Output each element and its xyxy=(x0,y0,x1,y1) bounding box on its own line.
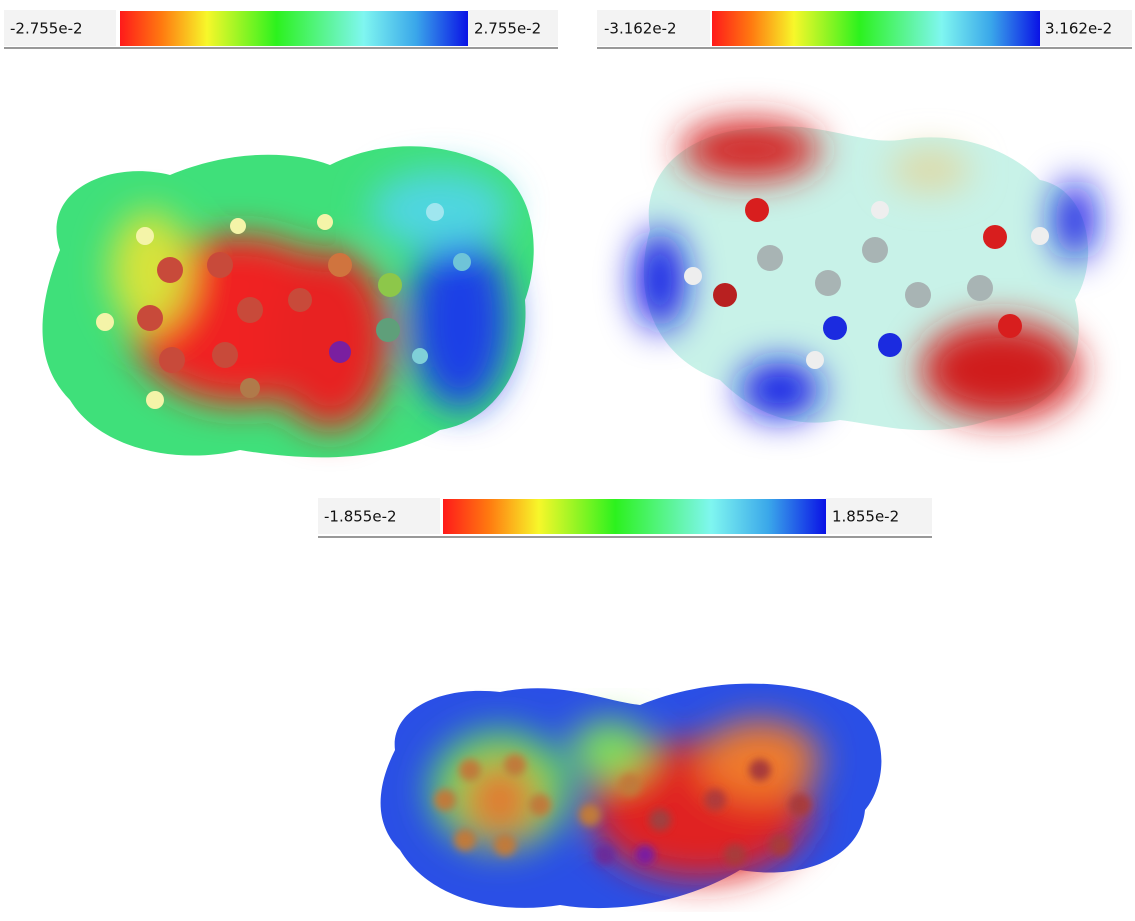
colorbar: -3.162e-2 3.162e-2 xyxy=(597,10,1132,48)
mep-surface xyxy=(43,146,534,457)
colorbar-max: 2.755e-2 xyxy=(474,20,541,38)
colorbar-min: -2.755e-2 xyxy=(10,20,83,38)
colorbar-max: 1.855e-2 xyxy=(832,508,899,526)
gradient xyxy=(712,11,1040,46)
colorbar-max: 3.162e-2 xyxy=(1045,20,1112,38)
figure: -2.755e-2 2.755e-2 -3.162e-2 3.162e-2 -1… xyxy=(0,0,1135,921)
mep-surface xyxy=(635,120,1095,430)
gradient xyxy=(443,499,826,534)
gradient xyxy=(120,11,468,46)
mep-surface xyxy=(381,684,882,909)
colorbar: -1.855e-2 1.855e-2 xyxy=(318,498,932,537)
colorbar-min: -1.855e-2 xyxy=(324,508,397,526)
colorbar: -2.755e-2 2.755e-2 xyxy=(4,10,558,48)
colorbar-min: -3.162e-2 xyxy=(604,20,677,38)
